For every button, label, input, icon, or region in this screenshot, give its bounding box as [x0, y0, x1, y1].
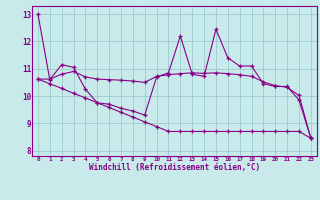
- X-axis label: Windchill (Refroidissement éolien,°C): Windchill (Refroidissement éolien,°C): [89, 163, 260, 172]
